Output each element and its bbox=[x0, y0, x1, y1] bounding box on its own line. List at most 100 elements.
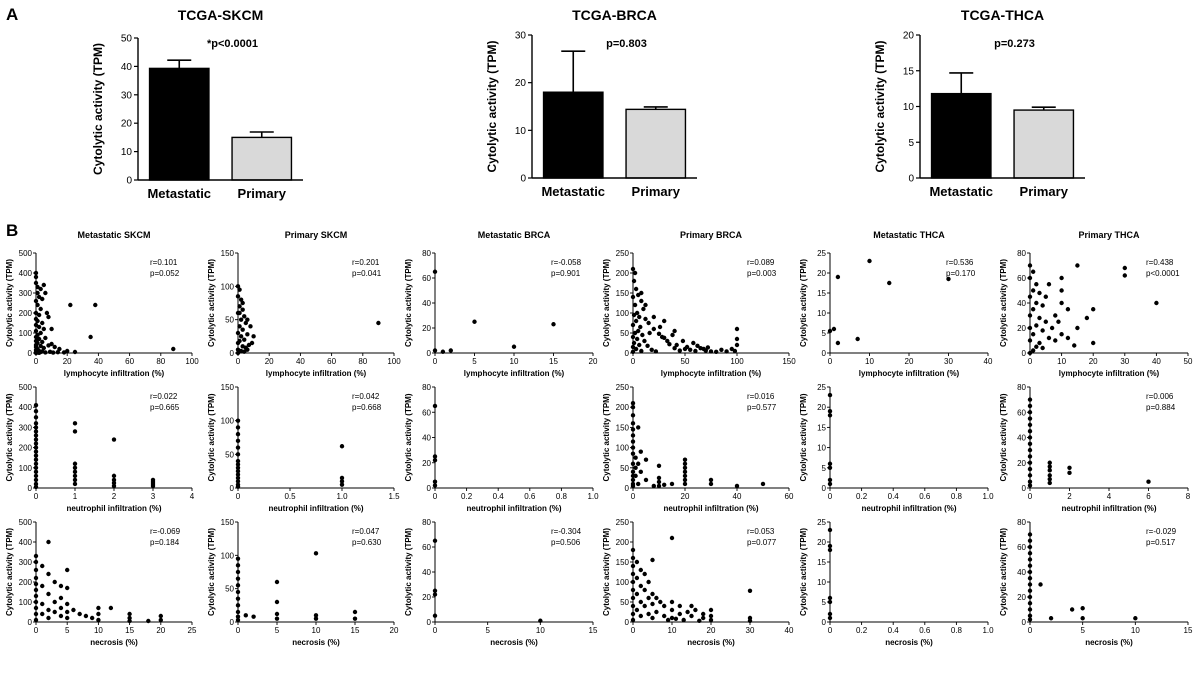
data-point bbox=[1040, 345, 1045, 351]
data-point bbox=[52, 609, 57, 615]
y-tick-label: 0 bbox=[126, 176, 132, 187]
y-tick-label: 200 bbox=[616, 403, 630, 412]
x-tick-label: 6 bbox=[1146, 492, 1151, 501]
data-point bbox=[1080, 606, 1085, 611]
data-point bbox=[43, 350, 48, 355]
data-point bbox=[646, 579, 651, 585]
data-point bbox=[665, 338, 670, 344]
data-point bbox=[245, 332, 250, 337]
y-tick-label: 60 bbox=[1017, 408, 1026, 417]
x-tick-label: 20 bbox=[681, 492, 690, 501]
correlation-p: p<0.0001 bbox=[1146, 269, 1180, 278]
y-tick-label: 5 bbox=[822, 598, 827, 607]
data-point bbox=[511, 344, 517, 349]
data-point bbox=[1047, 468, 1052, 473]
data-point bbox=[643, 316, 648, 322]
y-axis-label: Cytolytic activity (TPM) bbox=[799, 528, 808, 616]
x-tick-label: 20 bbox=[156, 626, 165, 635]
data-point bbox=[1040, 328, 1045, 333]
y-tick-label: 100 bbox=[19, 329, 33, 338]
data-point bbox=[633, 465, 638, 470]
data-point bbox=[52, 579, 57, 585]
y-tick-label: 100 bbox=[616, 578, 630, 587]
x-tick-label: 100 bbox=[185, 357, 199, 366]
data-point bbox=[38, 286, 43, 292]
x-tick-label: 4 bbox=[1107, 492, 1112, 501]
scatter-plot-2: Primary SKCM 0 50 100 150 0 20 40 60 80 100 lymphoc… bbox=[207, 230, 401, 378]
data-point bbox=[669, 535, 675, 541]
data-point bbox=[1047, 460, 1052, 465]
y-tick-label: 500 bbox=[19, 518, 33, 527]
data-point bbox=[654, 595, 659, 601]
data-point bbox=[643, 477, 649, 483]
data-point bbox=[708, 349, 714, 354]
x-tick-label: 1.0 bbox=[982, 492, 994, 501]
y-tick-label: 15 bbox=[817, 423, 826, 432]
x-tick-label: 4 bbox=[190, 492, 195, 501]
y-tick-label: 25 bbox=[817, 383, 826, 392]
data-point bbox=[705, 345, 711, 350]
x-axis-label: necrosis (%) bbox=[292, 638, 340, 647]
data-point bbox=[691, 340, 696, 346]
correlation-p: p=0.077 bbox=[747, 538, 777, 547]
data-point bbox=[672, 328, 677, 334]
data-point bbox=[638, 599, 643, 605]
correlation-p: p=0.170 bbox=[946, 269, 976, 278]
y-tick-label: 0 bbox=[28, 484, 33, 493]
correlation-p: p=0.517 bbox=[1146, 538, 1176, 547]
x-axis-label: neutrophil infiltration (%) bbox=[663, 504, 758, 513]
y-tick-label: 150 bbox=[221, 518, 235, 527]
data-point bbox=[36, 336, 42, 342]
y-tick-label: 250 bbox=[616, 383, 630, 392]
y-axis-label: Cytolytic activity (TPM) bbox=[404, 393, 413, 481]
data-point bbox=[313, 616, 319, 621]
data-point bbox=[1069, 607, 1075, 612]
x-tick-label: 40 bbox=[1152, 357, 1161, 366]
data-point bbox=[77, 611, 82, 617]
data-point bbox=[65, 567, 70, 573]
correlation-r: r=0.089 bbox=[747, 258, 775, 267]
x-tick-label: 0 bbox=[433, 492, 438, 501]
data-point bbox=[339, 482, 345, 487]
data-point bbox=[662, 318, 667, 324]
y-tick-label: 200 bbox=[19, 309, 33, 318]
panel-label-a: A bbox=[6, 5, 18, 24]
y-tick-label: 150 bbox=[616, 289, 630, 298]
correlation-r: r=0.042 bbox=[352, 392, 380, 401]
data-point bbox=[640, 332, 645, 338]
data-point bbox=[1034, 300, 1039, 306]
bar-category-label: Metastatic bbox=[541, 184, 605, 199]
x-axis-label: lymphocyte infiltration (%) bbox=[464, 369, 565, 378]
y-tick-label: 20 bbox=[121, 119, 133, 130]
data-point bbox=[1053, 338, 1058, 343]
y-tick-label: 100 bbox=[616, 444, 630, 453]
x-tick-label: 0.2 bbox=[461, 492, 473, 501]
x-tick-label: 25 bbox=[188, 626, 197, 635]
data-point bbox=[680, 338, 686, 344]
data-point bbox=[682, 473, 688, 479]
data-point bbox=[1047, 464, 1052, 469]
y-tick-label: 60 bbox=[1017, 274, 1026, 283]
y-tick-label: 100 bbox=[221, 551, 235, 560]
data-point bbox=[274, 599, 280, 605]
y-tick-label: 60 bbox=[422, 274, 431, 283]
scatter-plot-5: Metastatic THCA 0 5 10 15 20 25 0 10 20 30 40 lympho… bbox=[799, 230, 993, 378]
x-tick-label: 20 bbox=[1089, 357, 1098, 366]
y-axis-label: Cytolytic activity (TPM) bbox=[485, 40, 499, 172]
data-point bbox=[708, 613, 714, 619]
y-axis-label: Cytolytic activity (TPM) bbox=[873, 40, 887, 172]
x-tick-label: 100 bbox=[730, 357, 744, 366]
bar-category-label: Primary bbox=[238, 186, 287, 201]
data-point bbox=[43, 290, 48, 296]
data-point bbox=[1046, 282, 1052, 287]
y-tick-label: 300 bbox=[19, 423, 33, 432]
data-point bbox=[46, 314, 51, 320]
data-point bbox=[68, 302, 73, 308]
y-tick-label: 80 bbox=[1017, 518, 1026, 527]
data-point bbox=[639, 290, 644, 296]
x-tick-label: 0 bbox=[236, 626, 241, 635]
data-point bbox=[650, 615, 655, 621]
correlation-p: p=0.003 bbox=[747, 269, 777, 278]
data-point bbox=[72, 473, 78, 479]
data-point bbox=[656, 463, 662, 468]
